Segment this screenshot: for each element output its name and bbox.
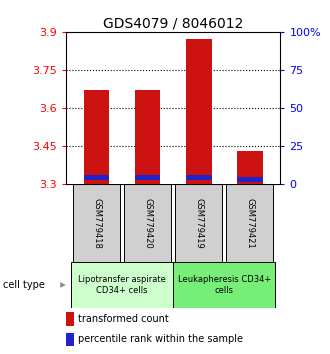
Bar — [173, 262, 276, 308]
Text: GSM779419: GSM779419 — [194, 198, 203, 249]
Text: cell type: cell type — [3, 280, 45, 290]
Bar — [226, 184, 273, 262]
Text: GSM779421: GSM779421 — [246, 198, 254, 249]
Bar — [237, 151, 263, 184]
Text: GSM779420: GSM779420 — [143, 198, 152, 249]
Bar — [84, 90, 110, 184]
Bar — [124, 184, 171, 262]
Bar — [237, 177, 263, 182]
Bar — [84, 175, 110, 180]
Bar — [135, 90, 160, 184]
Bar — [175, 184, 222, 262]
Text: GSM779418: GSM779418 — [92, 198, 101, 249]
Text: percentile rank within the sample: percentile rank within the sample — [78, 335, 243, 344]
Bar — [135, 175, 160, 180]
Text: Lipotransfer aspirate
CD34+ cells: Lipotransfer aspirate CD34+ cells — [78, 275, 166, 295]
Text: transformed count: transformed count — [78, 314, 169, 324]
Bar — [66, 312, 74, 326]
Bar — [186, 175, 212, 180]
Bar — [66, 333, 74, 346]
Title: GDS4079 / 8046012: GDS4079 / 8046012 — [103, 17, 244, 31]
Bar — [71, 262, 173, 308]
Bar — [186, 39, 212, 184]
Bar — [73, 184, 120, 262]
Text: Leukapheresis CD34+
cells: Leukapheresis CD34+ cells — [178, 275, 271, 295]
